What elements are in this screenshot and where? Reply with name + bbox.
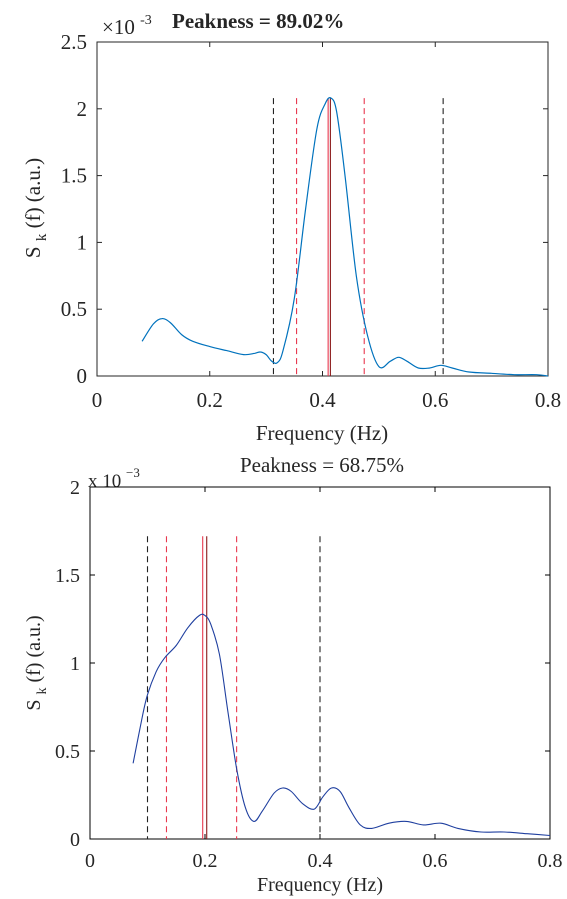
chartA-y-tick-label: 2.5 <box>61 30 87 54</box>
chart-bottom-y-axis-label: S k (f) (a.u.) <box>23 615 51 710</box>
chartA-x-tick-label: 0.8 <box>535 388 561 412</box>
chart-bottom-y-axis-label-base: S <box>23 700 45 711</box>
chart-top-vlines <box>272 98 444 376</box>
chart-bottom-y-axis-label-tail: (f) (a.u.) <box>23 615 45 682</box>
chart-top: ×10 -3 Peakness = 89.02% 0 0.2 0.4 0.6 0.800… <box>21 9 561 445</box>
chartB-x-tick-label: 0.8 <box>538 850 563 872</box>
chartB-y-tick-label: 1 <box>70 653 80 675</box>
chartA-x-tick-label: 0.2 <box>197 388 223 412</box>
chartA-x-tick-label: 0.6 <box>422 388 448 412</box>
chart-bottom-exponent-base: x 10 <box>88 471 121 492</box>
chart-top-series-line <box>141 97 549 377</box>
chart-top-y-axis-label-sub: k <box>34 233 50 241</box>
chartB-x-tick-label: 0 <box>85 850 95 872</box>
chart-bottom-series-line <box>132 613 551 837</box>
chartB-y-tick-label: 2 <box>70 477 80 499</box>
chartB-y-tick-label: 1.5 <box>55 565 80 587</box>
chartA-y-tick-label: 1.5 <box>61 164 87 188</box>
chart-top-axes: 0 0.2 0.4 0.6 0.8 0 0.5 1 1.5 2 2.5 <box>61 30 561 412</box>
chart-bottom-y-axis-label-sub: k <box>35 688 50 695</box>
chartB-x-tick-label: 0.6 <box>423 850 448 872</box>
chartA-x-tick-label: 0.4 <box>309 388 336 412</box>
chart-bottom-title: Peakness = 68.75% <box>240 453 404 477</box>
chart-bottom: Peakness = 68.75% x 10 −3 0 0.2 0.4 0.6 0.80… <box>23 453 563 896</box>
chart-bottom-axes: 0 0.2 0.4 0.6 0.8 0 0.5 1 1.5 2 <box>55 477 563 872</box>
chartA-y-tick-label: 2 <box>77 97 88 121</box>
chart-top-x-axis-label: Frequency (Hz) <box>256 421 388 445</box>
chart-bottom-x-axis-label: Frequency (Hz) <box>257 874 383 896</box>
chartA-x-tick-label: 0 <box>92 388 103 412</box>
chartA-y-tick-label: 0 <box>77 364 88 388</box>
chart-top-y-axis-label-tail: (f) (a.u.) <box>21 158 45 229</box>
chart-top-exponent-base: ×10 <box>102 15 135 39</box>
chartB-x-tick-label: 0.2 <box>193 850 218 872</box>
chart-top-y-axis-label-base: S <box>21 246 45 258</box>
chartB-y-tick-label: 0 <box>70 829 80 851</box>
chartB-x-tick-label: 0.4 <box>308 850 333 872</box>
chart-top-y-axis-label: S k (f) (a.u.) <box>21 158 51 258</box>
chart-top-exponent-power: -3 <box>140 13 152 28</box>
chartB-y-tick-label: 0.5 <box>55 741 80 763</box>
chart-top-exponent: ×10 -3 <box>102 13 152 39</box>
chartA-y-tick-label: 1 <box>77 230 88 254</box>
chart-bottom-vlines <box>146 536 321 839</box>
chart-top-title: Peakness = 89.02% <box>172 9 344 33</box>
chartA-y-tick-label: 0.5 <box>61 297 87 321</box>
chart-bottom-exponent-power: −3 <box>126 465 140 480</box>
